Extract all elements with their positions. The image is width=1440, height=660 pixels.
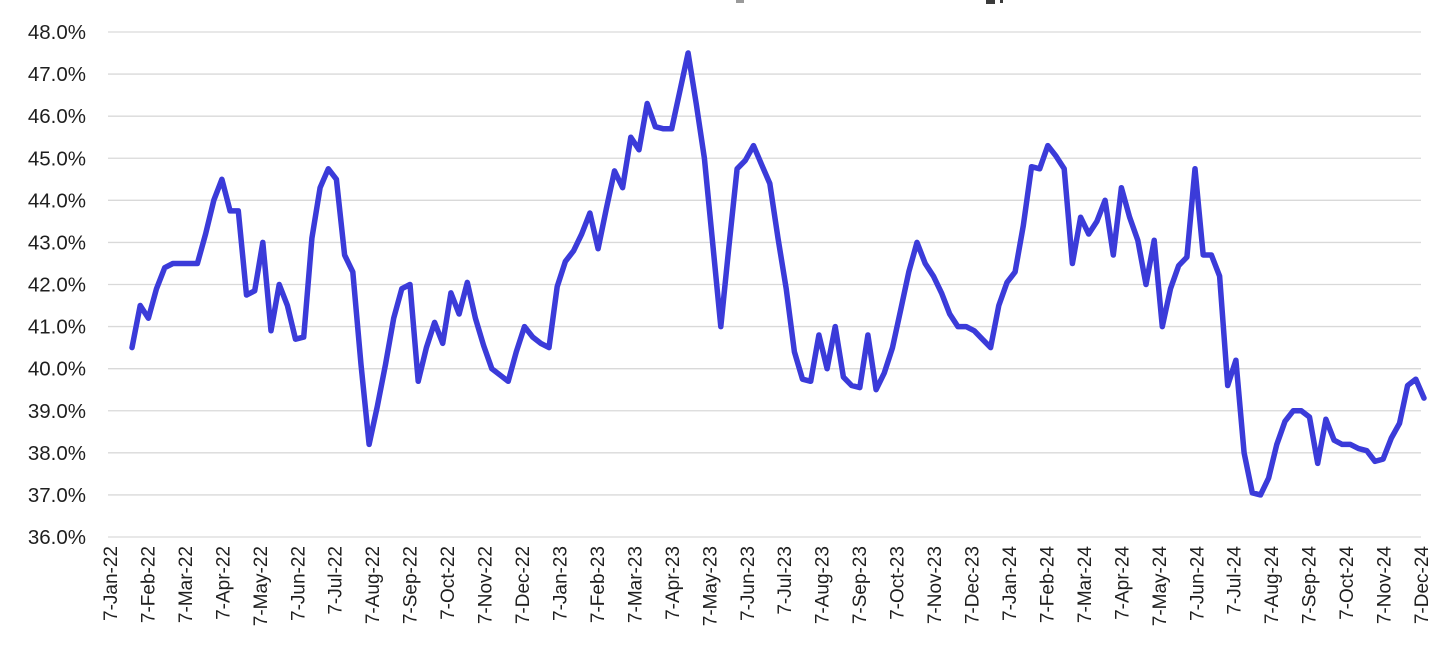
x-axis-label: 7-Jul-24 — [1225, 546, 1246, 615]
x-axis-label: 7-Oct-23 — [888, 546, 909, 620]
x-axis-label: 7-Nov-22 — [476, 546, 497, 624]
cropped-title-fragment — [986, 0, 995, 4]
x-axis-label: 7-Aug-23 — [813, 546, 834, 624]
gridlines — [108, 31, 1421, 538]
x-axis-label: 7-Apr-23 — [663, 546, 684, 620]
y-axis-labels: 48.0% 47.0% 46.0% 45.0% 44.0% 43.0% 42.0% 41.0%… — [28, 21, 86, 549]
x-axis-label: 7-Nov-23 — [925, 546, 946, 624]
y-axis-label: 41.0% — [28, 316, 86, 339]
x-axis-label: 7-Aug-22 — [363, 546, 384, 624]
x-axis-label: 7-Feb-24 — [1037, 546, 1058, 624]
x-axis-label: 7-Oct-22 — [438, 546, 459, 620]
x-axis-label: 7-Jun-22 — [288, 546, 309, 621]
x-axis-label: 7-Sep-24 — [1300, 546, 1321, 625]
x-axis-label: 7-Mar-24 — [1075, 546, 1096, 624]
x-axis-label: 7-Dec-22 — [513, 546, 534, 624]
x-axis-label: 7-Feb-23 — [588, 546, 609, 623]
x-axis-label: 7-Aug-24 — [1262, 546, 1283, 625]
x-axis-label: 7-Sep-22 — [401, 546, 422, 624]
y-axis-label: 40.0% — [28, 358, 86, 381]
y-axis-label: 43.0% — [28, 231, 86, 254]
y-axis-label: 47.0% — [28, 63, 86, 86]
x-axis-label: 7-Oct-24 — [1337, 546, 1358, 620]
x-axis-label: 7-Jun-24 — [1187, 546, 1208, 621]
x-axis-label: 7-May-23 — [700, 546, 721, 626]
y-axis-label: 36.0% — [28, 526, 86, 549]
y-axis-label: 37.0% — [28, 484, 86, 507]
x-axis-label: 7-Jun-23 — [738, 546, 759, 621]
x-axis-label: 7-Jan-22 — [101, 546, 122, 621]
y-axis-label: 42.0% — [28, 274, 86, 297]
x-axis-label: 7-Sep-23 — [850, 546, 871, 624]
x-axis-label: 7-Nov-24 — [1375, 546, 1396, 625]
x-axis-label: 7-Apr-22 — [213, 546, 234, 620]
x-axis-label: 7-Jul-23 — [775, 546, 796, 615]
x-axis-label: 7-Dec-23 — [963, 546, 984, 624]
y-axis-label: 48.0% — [28, 21, 86, 44]
x-axis-label: 7-Jan-24 — [1000, 546, 1021, 621]
data-line — [129, 50, 1427, 498]
cropped-title-fragment — [736, 0, 744, 3]
x-axis-labels: 7-Jan-22 7-Feb-22 7-Mar-22 7-Apr-22 7-May-22… — [101, 546, 1433, 627]
x-axis-label: 7-Jan-23 — [550, 546, 571, 621]
cropped-title-fragment — [1000, 0, 1003, 3]
y-axis-label: 46.0% — [28, 105, 86, 128]
x-axis-label: 7-Mar-23 — [625, 546, 646, 623]
y-axis-label: 38.0% — [28, 442, 86, 465]
x-axis-label: 7-May-22 — [251, 546, 272, 626]
x-axis-label: 7-Apr-24 — [1112, 546, 1133, 620]
x-axis-label: 7-May-24 — [1150, 546, 1171, 627]
x-axis-label: 7-Mar-22 — [176, 546, 197, 623]
x-axis-label: 7-Jul-22 — [326, 546, 347, 615]
y-axis-label: 44.0% — [28, 189, 86, 212]
y-axis-label: 45.0% — [28, 147, 86, 170]
x-axis-label: 7-Dec-24 — [1412, 546, 1433, 625]
y-axis-label: 39.0% — [28, 400, 86, 423]
x-axis-label: 7-Feb-22 — [138, 546, 159, 623]
